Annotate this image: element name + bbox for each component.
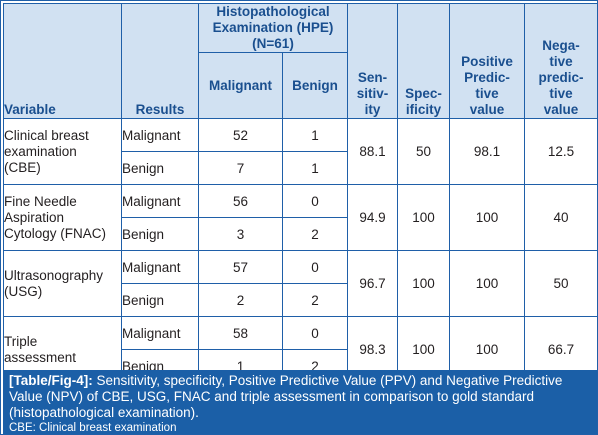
npv-value: 50 [524,250,598,317]
table-row: Benign 2 2 [4,283,598,317]
hpe-benign-value: 0 [282,316,348,350]
hpe-malignant-value: 52 [198,118,283,152]
header-variable: Variable [3,3,122,119]
hpe-benign-value: 1 [282,118,348,152]
hpe-malignant-value: 56 [198,184,283,218]
header-hpe: Histopathological Examination (HPE) (N=6… [198,3,348,53]
ppv-value: 100 [449,184,525,251]
header-ppv-line: tive [475,86,499,101]
npv-value: 12.5 [524,118,598,185]
header-sensitivity-line: sitiv- [356,86,389,101]
header-hpe-line: Examination (HPE) [212,20,334,35]
sensitivity-value: 96.7 [347,250,398,317]
specificity-value: 50 [397,118,450,185]
header-npv-line: value [543,102,579,117]
hpe-benign-value: 0 [282,250,348,284]
header-ppv-line: Predic- [464,70,510,85]
header-sensitivity: Sen- sitiv- ity [347,3,398,119]
header-npv-line: predic- [538,70,584,85]
header-sensitivity-line: ity [364,102,381,117]
header-specificity: Spec- ificity [397,3,450,119]
specificity-value: 100 [397,184,450,251]
hpe-benign-value: 0 [282,184,348,218]
hpe-benign-value: 1 [282,151,348,185]
hpe-malignant-value: 7 [198,151,283,185]
variable-line: Cytology (FNAC) [4,225,107,241]
variable-cell: Ultrasonography (USG) [3,250,122,317]
hpe-malignant-value: 58 [198,316,283,350]
header-npv-line: tive [549,86,573,101]
result-label: Benign [121,217,199,251]
hpe-benign-value: 2 [282,283,348,317]
hpe-benign-value: 2 [282,217,348,251]
sensitivity-value: 94.9 [347,184,398,251]
caption-text: [Table/Fig-4]: Sensitivity, specificity,… [9,373,591,421]
ppv-value: 98.1 [449,118,525,185]
variable-line: Ultrasonography [4,267,104,283]
result-label: Benign [121,151,199,185]
variable-line: (USG) [4,283,43,299]
table-row: Fine Needle Aspiration Cytology (FNAC) M… [3,184,598,251]
result-label: Malignant [121,184,199,218]
caption-label: [Table/Fig-4]: [9,373,93,388]
variable-line: Triple [4,333,38,349]
ppv-value: 100 [449,250,525,317]
header-npv-line: tive [549,54,573,69]
table-row: Clinical breast examination (CBE) Malign… [3,118,598,185]
hpe-malignant-value: 2 [198,283,283,317]
hpe-malignant-value: 3 [198,217,283,251]
result-label: Malignant [121,316,199,350]
variable-cell: Fine Needle Aspiration Cytology (FNAC) [3,184,122,251]
specificity-value: 100 [397,250,450,317]
result-label: Malignant [121,118,199,152]
header-sensitivity-line: Sen- [357,70,388,85]
table-row: Triple assessment Malignant 58 0 98.3 10… [3,316,598,383]
figure-caption: [Table/Fig-4]: Sensitivity, specificity,… [3,370,597,434]
variable-line: (CBE) [4,159,41,175]
caption-body: Sensitivity, specificity, Positive Predi… [9,373,563,420]
variable-line: Aspiration [4,209,65,225]
header-ppv-line: value [469,102,505,117]
variable-line: assessment [4,349,77,365]
caption-abbreviation: CBE: Clinical breast examination [9,422,177,434]
header-npv: Nega- tive predic- tive value [524,3,598,119]
header-hpe-benign: Benign [282,52,348,119]
header-hpe-line: (N=61) [252,36,294,51]
hpe-malignant-value: 57 [198,250,283,284]
header-ppv-line: Positive [461,54,513,69]
header-results: Results [121,3,199,119]
table-row: Ultrasonography (USG) Malignant 57 0 96.… [3,250,598,317]
header-specificity-line: ificity [405,102,442,117]
header-ppv: Positive Predic- tive value [449,3,525,119]
header-row-1: Variable Results Histopathological Exami… [3,3,598,119]
result-label: Malignant [121,250,199,284]
table-row: Benign 3 2 [4,217,598,251]
variable-line: Clinical breast [4,127,89,143]
header-specificity-line: Spec- [405,86,442,101]
variable-line: Fine Needle [4,193,77,209]
header-hpe-line: Histopathological [216,4,330,19]
result-label: Benign [121,283,199,317]
variable-cell: Clinical breast examination (CBE) [3,118,122,185]
sensitivity-value: 88.1 [347,118,398,185]
variable-line: examination [4,143,77,159]
npv-value: 40 [524,184,598,251]
header-npv-line: Nega- [542,38,580,53]
results-table: Variable Results Histopathological Exami… [3,3,598,383]
header-hpe-malignant: Malignant [198,52,283,119]
